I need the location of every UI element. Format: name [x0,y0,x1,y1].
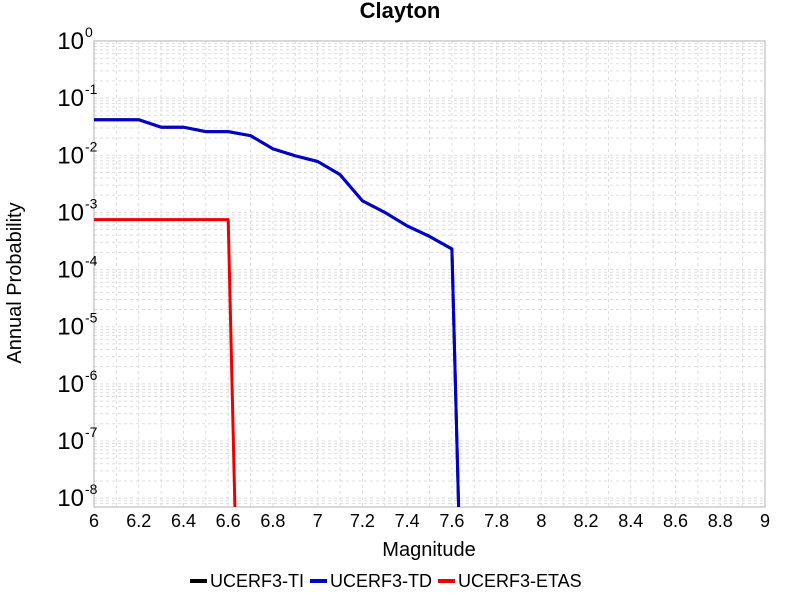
x-tick-label: 8.8 [708,511,733,531]
y-tick-label-exponent: -4 [85,253,98,269]
x-tick-label: 8 [536,511,546,531]
x-tick-label: 6.8 [260,511,285,531]
x-tick-label: 9 [760,511,770,531]
y-tick-label-base: 10 [57,85,84,112]
y-tick-label-exponent: -2 [85,138,98,154]
y-tick-label-exponent: -1 [85,81,98,97]
x-tick-label: 6 [89,511,99,531]
legend-item-label: UCERF3-TI [210,571,304,591]
x-tick-label: 7.2 [350,511,375,531]
y-tick-label-exponent: -8 [85,481,98,497]
y-tick-label-exponent: -5 [85,310,98,326]
series-line-ucerf3-etas [94,218,237,508]
y-tick-label-base: 10 [57,199,84,226]
x-tick-label: 8.2 [574,511,599,531]
x-tick-label: 6.4 [171,511,196,531]
y-tick-label-base: 10 [57,485,84,512]
x-tick-labels: 6 6.2 6.4 6.6 6.8 7 7.2 7.4 7.6 7.8 8 8.2 8.4 8.6 8.8 9 [89,511,770,531]
series-group [94,118,461,508]
y-tick-label-base: 10 [57,314,84,341]
y-tick-label-exponent: -3 [85,195,98,211]
x-axis-label: Magnitude [382,539,475,561]
y-tick-label-base: 10 [57,428,84,455]
y-tick-label-exponent: -7 [85,424,98,440]
x-tick-label: 8.6 [663,511,688,531]
y-tick-label-exponent: 0 [85,24,93,40]
y-tick-label-exponent: -6 [85,367,98,383]
series-line-ucerf3-td [94,118,461,508]
y-tick-label-base: 10 [57,28,84,55]
x-tick-label: 7.6 [439,511,464,531]
plot-frame [93,40,766,508]
x-tick-label: 6.2 [126,511,151,531]
y-axis-label: Annual Probability [4,202,26,363]
chart-title: Clayton [360,0,441,23]
x-tick-label: 7.8 [484,511,509,531]
x-tick-label: 7.4 [395,511,420,531]
y-tick-label-base: 10 [57,142,84,169]
legend-item-label: UCERF3-TD [330,571,432,591]
legend-item-label: UCERF3-ETAS [458,571,582,591]
x-tick-label: 8.4 [618,511,643,531]
legend: UCERF3-TI UCERF3-TD UCERF3-ETAS [190,571,582,591]
x-tick-label: 6.6 [216,511,241,531]
y-tick-label-base: 10 [57,371,84,398]
grid [93,40,766,508]
y-tick-label-base: 10 [57,257,84,284]
x-tick-label: 7 [313,511,323,531]
